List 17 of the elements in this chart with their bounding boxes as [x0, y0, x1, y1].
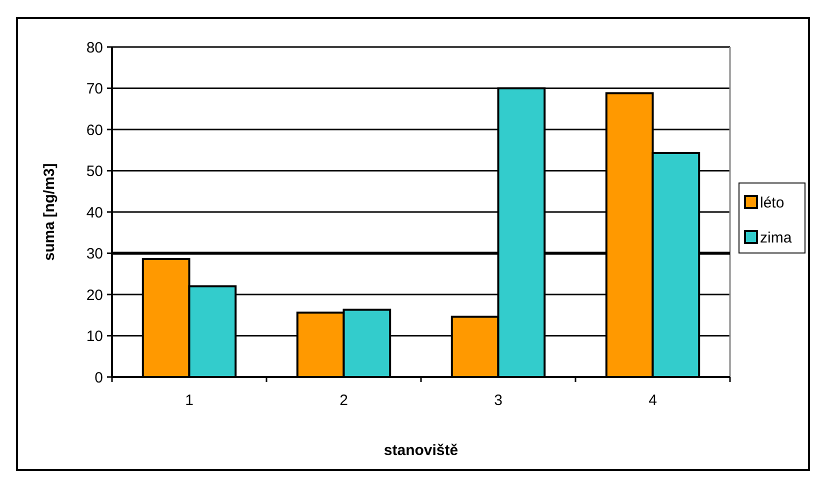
y-tick-label: 70	[86, 80, 103, 98]
y-tick-label: 30	[86, 246, 103, 262]
x-tick-label: 4	[648, 392, 657, 409]
x-tick-label: 1	[185, 392, 194, 409]
y-axis-title: suma [ng/m3]	[41, 163, 58, 261]
x-axis-title: stanoviště	[384, 442, 458, 459]
x-tick-label: 2	[340, 392, 348, 409]
legend-label: léto	[760, 194, 784, 212]
y-tick-label: 60	[86, 122, 103, 139]
y-tick-label: 20	[86, 286, 103, 304]
y-tick-label: 40	[86, 204, 103, 222]
y-tick-label: 10	[86, 328, 103, 345]
y-tick-label: 50	[86, 163, 103, 180]
x-tick-label: 3	[494, 392, 502, 409]
legend-label: zima	[760, 229, 792, 246]
y-tick-label: 0	[94, 369, 103, 386]
y-tick-label: 80	[86, 39, 103, 56]
